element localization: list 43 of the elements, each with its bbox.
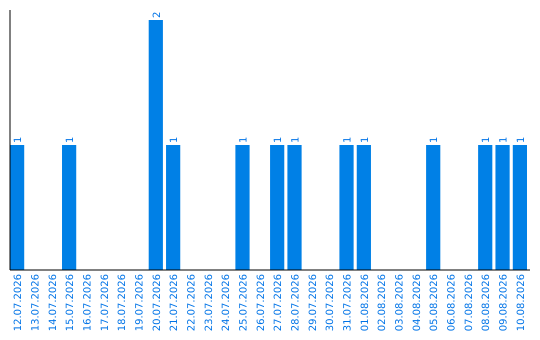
x-tick-label: 10.08.2026 <box>516 274 527 332</box>
data-label: 1 <box>273 136 284 143</box>
x-tick-label: 08.08.2026 <box>481 274 492 332</box>
x-tick-label: 12.07.2026 <box>13 274 24 332</box>
x-tick-label: 01.08.2026 <box>360 274 371 332</box>
x-tick-label: 31.07.2026 <box>342 274 354 332</box>
x-tick-label: 25.07.2026 <box>238 274 250 332</box>
data-label: 1 <box>290 136 302 143</box>
x-tick-label: 14.07.2026 <box>48 274 59 332</box>
x-tick-label: 15.07.2026 <box>65 274 76 332</box>
data-label: 1 <box>238 136 250 143</box>
x-tick-label: 24.07.2026 <box>221 274 232 332</box>
x-tick-label: 05.08.2026 <box>429 274 440 332</box>
x-tick-label: 06.08.2026 <box>446 274 458 332</box>
x-tick-label: 13.07.2026 <box>30 274 42 332</box>
x-tick-label: 19.07.2026 <box>134 274 146 332</box>
x-tick-label: 26.07.2026 <box>256 274 267 332</box>
x-tick-label: 29.07.2026 <box>308 274 319 332</box>
x-tick-label: 27.07.2026 <box>273 274 284 332</box>
data-label: 1 <box>516 136 527 143</box>
data-label: 1 <box>498 136 510 143</box>
x-tick-label: 09.08.2026 <box>498 274 510 332</box>
x-tick-label: 20.07.2026 <box>152 274 163 332</box>
x-tick-label: 28.07.2026 <box>290 274 302 332</box>
x-tick-label: 07.08.2026 <box>464 274 475 332</box>
x-tick-label: 02.08.2026 <box>377 274 388 332</box>
x-tick-label: 17.07.2026 <box>100 274 111 332</box>
data-label: 1 <box>13 136 24 143</box>
x-tick-label: 23.07.2026 <box>204 274 215 332</box>
data-label: 1 <box>360 136 371 143</box>
data-label: 1 <box>342 136 354 143</box>
x-tick-label: 04.08.2026 <box>412 274 423 332</box>
x-tick-label: 21.07.2026 <box>169 274 180 332</box>
data-label: 2 <box>152 12 163 18</box>
x-tick-label: 22.07.2026 <box>186 274 198 332</box>
data-label: 1 <box>169 136 180 143</box>
data-label: 1 <box>481 136 492 143</box>
data-label: 1 <box>429 136 440 143</box>
x-tick-label: 18.07.2026 <box>117 274 128 332</box>
x-tick-label: 16.07.2026 <box>82 274 94 332</box>
x-tick-label: 03.08.2026 <box>394 274 406 332</box>
x-tick-label: 30.07.2026 <box>325 274 336 332</box>
data-label: 1 <box>65 136 76 143</box>
